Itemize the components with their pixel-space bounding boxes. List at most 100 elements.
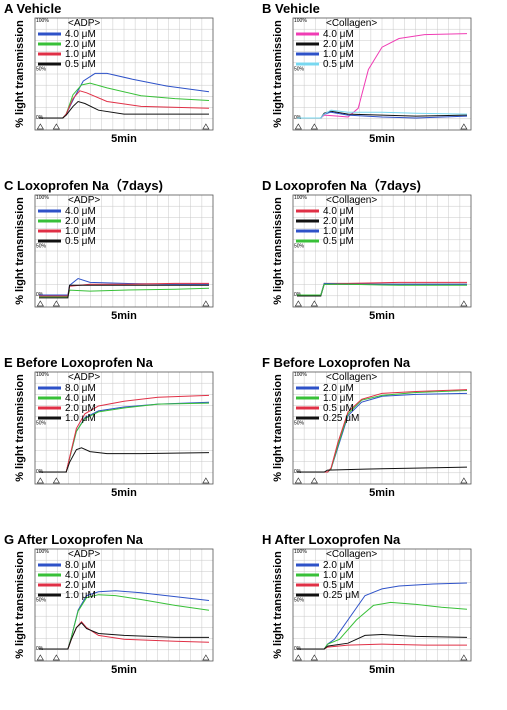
panel-g-ytick: 50% — [36, 598, 47, 604]
panel-d-legend-label: 1.0 μM — [323, 226, 354, 237]
panel-h-ylabel: % light transmission — [272, 551, 284, 659]
panel-f-legend-label: 0.25 μM — [323, 413, 359, 424]
panel-h-xlabel: 5min — [369, 664, 395, 676]
panel-g-series-line — [39, 622, 209, 650]
marker-triangle-icon — [310, 123, 318, 130]
panel-c-ylabel: % light transmission — [14, 197, 26, 305]
panel-g-legend-label: 4.0 μM — [65, 570, 96, 581]
panel-a-legend-label: 4.0 μM — [65, 29, 96, 40]
panel-e-legend-label: 8.0 μM — [65, 383, 96, 394]
panel-g-legend-header: <ADP> — [68, 549, 100, 560]
panel-c-legend-label: 0.5 μM — [65, 236, 96, 247]
marker-triangle-icon — [460, 300, 468, 307]
panel-f-legend-label: 1.0 μM — [323, 393, 354, 404]
marker-triangle-icon — [202, 300, 210, 307]
panel-c-legend-label: 4.0 μM — [65, 206, 96, 217]
panel-f-legend-header: <Collagen> — [326, 372, 377, 383]
marker-triangle-icon — [460, 477, 468, 484]
panel-h-ytick: 100% — [294, 549, 307, 555]
marker-triangle-icon — [202, 477, 210, 484]
panel-d-title: D Loxoprofen Na（7days) — [262, 178, 421, 193]
panel-d-xlabel: 5min — [369, 310, 395, 322]
panel-h-title: H After Loxoprofen Na — [262, 532, 401, 547]
panel-e-title: E Before Loxoprofen Na — [4, 355, 154, 370]
panel-a-ytick: 50% — [36, 67, 47, 73]
panel-h-legend-label: 0.5 μM — [323, 580, 354, 591]
panel-e-series-line — [39, 394, 210, 473]
panel-e-legend-label: 1.0 μM — [65, 413, 96, 424]
panel-c-ytick: 50% — [36, 244, 47, 250]
panel-c-legend-label: 2.0 μM — [65, 216, 96, 227]
panel-c-legend-header: <ADP> — [68, 195, 100, 206]
panel-f-xlabel: 5min — [369, 487, 395, 499]
panel-f-ytick: 100% — [294, 372, 307, 378]
panel-b-series-line — [297, 109, 468, 119]
panel-d-ylabel: % light transmission — [272, 197, 284, 305]
panel-c-xlabel: 5min — [111, 310, 137, 322]
marker-triangle-icon — [36, 123, 44, 130]
panel-f-ytick: 50% — [294, 421, 305, 427]
panel-f-ylabel: % light transmission — [272, 374, 284, 482]
panel-h-series-line — [297, 601, 468, 650]
panel-d-ytick: 100% — [294, 195, 307, 201]
panel-b-title: B Vehicle — [262, 1, 320, 16]
panel-d-ytick: 50% — [294, 244, 305, 250]
panel-a-legend-header: <ADP> — [68, 18, 100, 29]
panel-e-ytick: 50% — [36, 421, 47, 427]
panel-e-legend-header: <ADP> — [68, 372, 100, 383]
marker-triangle-icon — [52, 654, 60, 661]
marker-triangle-icon — [202, 123, 210, 130]
panel-g-ytick: 100% — [36, 549, 49, 555]
panel-c-series-line — [39, 284, 209, 299]
panel-d-legend-label: 4.0 μM — [323, 206, 354, 217]
panel-f-legend-label: 0.5 μM — [323, 403, 354, 414]
panel-h-legend-label: 2.0 μM — [323, 560, 354, 571]
panel-g-title: G After Loxoprofen Na — [4, 532, 144, 547]
panel-a-legend-label: 2.0 μM — [65, 39, 96, 50]
marker-triangle-icon — [310, 654, 318, 661]
marker-triangle-icon — [36, 654, 44, 661]
marker-triangle-icon — [294, 300, 302, 307]
marker-triangle-icon — [294, 123, 302, 130]
panel-e-ylabel: % light transmission — [14, 374, 26, 482]
panel-b-legend-label: 4.0 μM — [323, 29, 354, 40]
panel-a-ytick: 100% — [36, 18, 49, 24]
panel-c-ytick: 100% — [36, 195, 49, 201]
panel-h-legend-label: 0.25 μM — [323, 590, 359, 601]
marker-triangle-icon — [294, 477, 302, 484]
panel-b-legend-label: 1.0 μM — [323, 49, 354, 60]
panel-f-plot-frame — [292, 371, 472, 485]
panel-b-legend-label: 2.0 μM — [323, 39, 354, 50]
panel-e-legend-label: 4.0 μM — [65, 393, 96, 404]
panel-h-legend-header: <Collagen> — [326, 549, 377, 560]
marker-triangle-icon — [52, 300, 60, 307]
panel-a-legend-label: 0.5 μM — [65, 59, 96, 70]
panel-c-plot-frame — [34, 194, 214, 308]
panel-b-xlabel: 5min — [369, 133, 395, 145]
panel-a-xlabel: 5min — [111, 133, 137, 145]
panel-e-legend-label: 2.0 μM — [65, 403, 96, 414]
panel-f-legend-label: 2.0 μM — [323, 383, 354, 394]
marker-triangle-icon — [202, 654, 210, 661]
marker-triangle-icon — [294, 654, 302, 661]
panel-d: D Loxoprofen Na（7days)100%50%0%% light t… — [262, 178, 472, 322]
marker-triangle-icon — [36, 477, 44, 484]
marker-triangle-icon — [460, 654, 468, 661]
marker-triangle-icon — [310, 300, 318, 307]
marker-triangle-icon — [36, 300, 44, 307]
panel-b-ytick: 100% — [294, 18, 307, 24]
panel-h-ytick: 50% — [294, 598, 305, 604]
panel-b-plot-frame — [292, 17, 472, 131]
panel-h-legend-label: 1.0 μM — [323, 570, 354, 581]
marker-triangle-icon — [52, 477, 60, 484]
panel-g-plot-frame — [34, 548, 214, 662]
panel-b-ytick: 50% — [294, 67, 305, 73]
panel-e-xlabel: 5min — [111, 487, 137, 499]
panel-c: C Loxoprofen Na（7days)100%50%0%% light t… — [4, 178, 214, 322]
panel-g-legend-label: 1.0 μM — [65, 590, 96, 601]
panel-g-legend-label: 8.0 μM — [65, 560, 96, 571]
panel-a-ylabel: % light transmission — [14, 20, 26, 128]
